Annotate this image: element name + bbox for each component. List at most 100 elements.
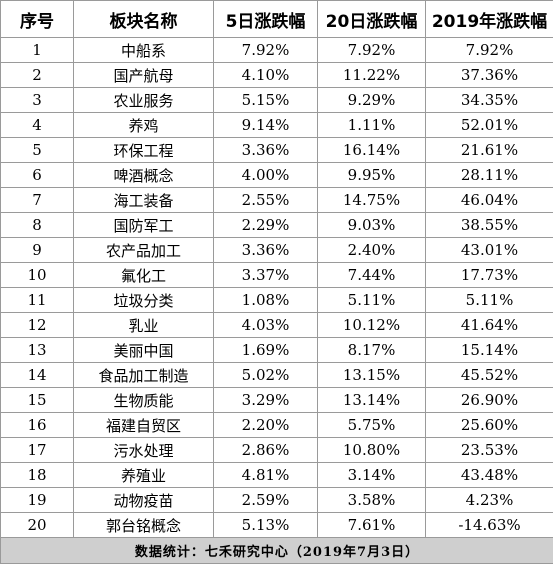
change-20day-cell: 3.14% xyxy=(318,463,426,488)
change-2019-cell: 52.01% xyxy=(426,113,553,138)
row-index-cell: 11 xyxy=(1,288,74,313)
change-20day-cell: 7.92% xyxy=(318,38,426,63)
footer-row: 数据统计：七禾研究中心（2019年7月3日） xyxy=(1,538,553,564)
row-index-cell: 9 xyxy=(1,238,74,263)
row-index-cell: 5 xyxy=(1,138,74,163)
change-2019-cell: 46.04% xyxy=(426,188,553,213)
change-2019-cell: 23.53% xyxy=(426,438,553,463)
change-20day-cell: 13.14% xyxy=(318,388,426,413)
row-index-cell: 4 xyxy=(1,113,74,138)
header-index: 序号 xyxy=(1,1,74,38)
row-index-cell: 10 xyxy=(1,263,74,288)
change-2019-cell: 4.23% xyxy=(426,488,553,513)
source-note: 数据统计：七禾研究中心（2019年7月3日） xyxy=(1,538,553,564)
change-5day-cell: 1.08% xyxy=(214,288,318,313)
change-2019-cell: 43.01% xyxy=(426,238,553,263)
change-5day-cell: 2.55% xyxy=(214,188,318,213)
change-2019-cell: 26.90% xyxy=(426,388,553,413)
sector-name-cell: 污水处理 xyxy=(74,438,214,463)
sector-name-cell: 动物疫苗 xyxy=(74,488,214,513)
change-20day-cell: 10.80% xyxy=(318,438,426,463)
row-index-cell: 14 xyxy=(1,363,74,388)
change-5day-cell: 7.92% xyxy=(214,38,318,63)
change-20day-cell: 9.95% xyxy=(318,163,426,188)
sector-name-cell: 中船系 xyxy=(74,38,214,63)
change-5day-cell: 2.29% xyxy=(214,213,318,238)
change-5day-cell: 2.86% xyxy=(214,438,318,463)
change-20day-cell: 8.17% xyxy=(318,338,426,363)
sector-name-cell: 垃圾分类 xyxy=(74,288,214,313)
change-5day-cell: 4.81% xyxy=(214,463,318,488)
change-20day-cell: 10.12% xyxy=(318,313,426,338)
change-20day-cell: 16.14% xyxy=(318,138,426,163)
sector-name-cell: 农业服务 xyxy=(74,88,214,113)
change-2019-cell: 21.61% xyxy=(426,138,553,163)
change-5day-cell: 3.36% xyxy=(214,138,318,163)
change-5day-cell: 4.03% xyxy=(214,313,318,338)
change-20day-cell: 13.15% xyxy=(318,363,426,388)
sector-name-cell: 国产航母 xyxy=(74,63,214,88)
change-20day-cell: 7.44% xyxy=(318,263,426,288)
sector-name-cell: 国防军工 xyxy=(74,213,214,238)
change-5day-cell: 5.15% xyxy=(214,88,318,113)
row-index-cell: 8 xyxy=(1,213,74,238)
change-5day-cell: 5.02% xyxy=(214,363,318,388)
sector-name-cell: 海工装备 xyxy=(74,188,214,213)
sector-name-cell: 环保工程 xyxy=(74,138,214,163)
change-20day-cell: 3.58% xyxy=(318,488,426,513)
sector-name-cell: 食品加工制造 xyxy=(74,363,214,388)
row-index-cell: 12 xyxy=(1,313,74,338)
sector-name-cell: 氟化工 xyxy=(74,263,214,288)
row-index-cell: 17 xyxy=(1,438,74,463)
sector-name-cell: 啤酒概念 xyxy=(74,163,214,188)
header-5day-change: 5日涨跌幅 xyxy=(214,1,318,38)
change-20day-cell: 9.29% xyxy=(318,88,426,113)
change-2019-cell: -14.63% xyxy=(426,513,553,538)
sector-name-cell: 乳业 xyxy=(74,313,214,338)
change-2019-cell: 41.64% xyxy=(426,313,553,338)
row-index-cell: 16 xyxy=(1,413,74,438)
change-2019-cell: 45.52% xyxy=(426,363,553,388)
row-index-cell: 6 xyxy=(1,163,74,188)
change-2019-cell: 5.11% xyxy=(426,288,553,313)
row-index-cell: 20 xyxy=(1,513,74,538)
change-2019-cell: 25.60% xyxy=(426,413,553,438)
sector-name-cell: 养鸡 xyxy=(74,113,214,138)
row-index-cell: 1 xyxy=(1,38,74,63)
header-2019-change: 2019年涨跌幅 xyxy=(426,1,553,38)
sector-name-cell: 郭台铭概念 xyxy=(74,513,214,538)
change-5day-cell: 4.10% xyxy=(214,63,318,88)
change-2019-cell: 7.92% xyxy=(426,38,553,63)
row-index-cell: 13 xyxy=(1,338,74,363)
change-2019-cell: 37.36% xyxy=(426,63,553,88)
change-5day-cell: 1.69% xyxy=(214,338,318,363)
row-index-cell: 18 xyxy=(1,463,74,488)
change-2019-cell: 43.48% xyxy=(426,463,553,488)
sector-name-cell: 生物质能 xyxy=(74,388,214,413)
sector-name-cell: 农产品加工 xyxy=(74,238,214,263)
sector-name-cell: 福建自贸区 xyxy=(74,413,214,438)
change-20day-cell: 11.22% xyxy=(318,63,426,88)
header-20day-change: 20日涨跌幅 xyxy=(318,1,426,38)
change-5day-cell: 4.00% xyxy=(214,163,318,188)
change-20day-cell: 2.40% xyxy=(318,238,426,263)
change-2019-cell: 28.11% xyxy=(426,163,553,188)
sector-name-cell: 美丽中国 xyxy=(74,338,214,363)
